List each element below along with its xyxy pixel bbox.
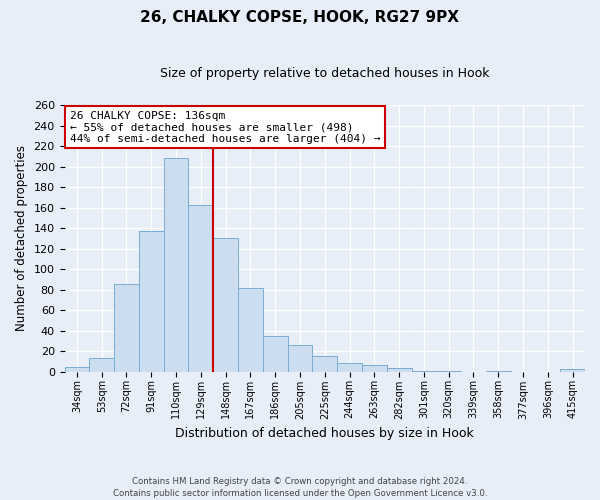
- Bar: [114, 284, 139, 372]
- Y-axis label: Number of detached properties: Number of detached properties: [15, 146, 28, 332]
- Title: Size of property relative to detached houses in Hook: Size of property relative to detached ho…: [160, 68, 490, 80]
- Bar: [287, 345, 313, 372]
- Bar: [412, 370, 436, 372]
- Bar: [436, 370, 461, 372]
- X-axis label: Distribution of detached houses by size in Hook: Distribution of detached houses by size …: [175, 427, 474, 440]
- Bar: [263, 336, 287, 372]
- Bar: [337, 364, 362, 372]
- Bar: [486, 370, 511, 372]
- Bar: [238, 288, 263, 372]
- Text: Contains HM Land Registry data © Crown copyright and database right 2024.
Contai: Contains HM Land Registry data © Crown c…: [113, 476, 487, 498]
- Bar: [164, 158, 188, 372]
- Bar: [89, 358, 114, 372]
- Bar: [313, 356, 337, 372]
- Bar: [560, 370, 585, 372]
- Bar: [139, 231, 164, 372]
- Bar: [213, 238, 238, 372]
- Bar: [362, 366, 387, 372]
- Bar: [387, 368, 412, 372]
- Bar: [188, 204, 213, 372]
- Text: 26 CHALKY COPSE: 136sqm
← 55% of detached houses are smaller (498)
44% of semi-d: 26 CHALKY COPSE: 136sqm ← 55% of detache…: [70, 110, 380, 144]
- Bar: [65, 368, 89, 372]
- Text: 26, CHALKY COPSE, HOOK, RG27 9PX: 26, CHALKY COPSE, HOOK, RG27 9PX: [140, 10, 460, 25]
